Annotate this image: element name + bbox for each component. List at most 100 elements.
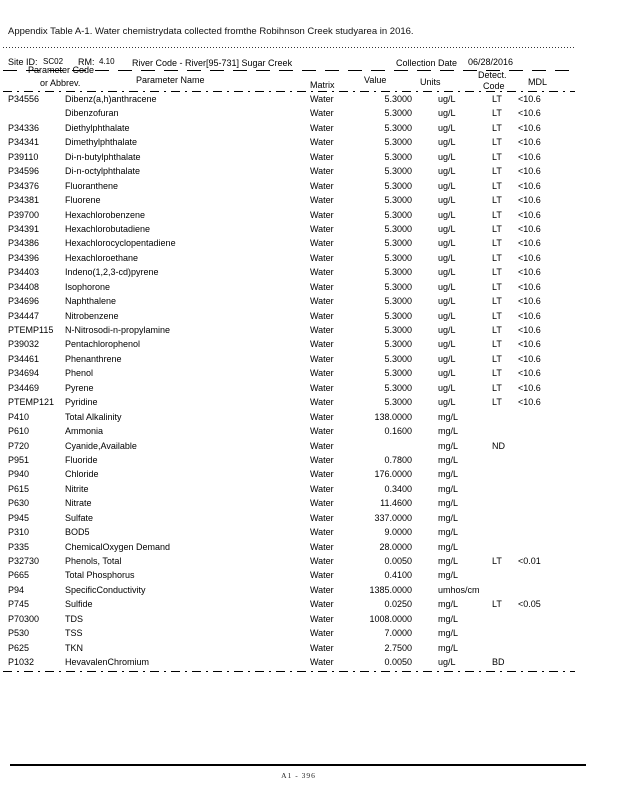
mdl-value: <10.6	[518, 166, 541, 177]
mdl-value: <10.6	[518, 238, 541, 249]
result-value	[362, 439, 412, 453]
units-value: ug/L	[438, 151, 456, 162]
column-header-or-abbrev: or Abbrev.	[40, 78, 81, 88]
matrix-value: Water	[310, 584, 334, 595]
detect-code	[488, 583, 516, 597]
footer-rule-line	[10, 764, 586, 766]
mdl-value	[516, 568, 576, 582]
parameter-name: ChemicalOxygen Demand	[65, 541, 171, 552]
result-value: 28.0000	[379, 541, 412, 552]
detect-code	[488, 496, 516, 510]
parameter-code: P745	[8, 599, 30, 610]
table-row: P34341 Dimethylphthalate Water 5.3000 ug…	[0, 135, 618, 149]
detect-code	[488, 467, 516, 481]
result-value: 9.0000	[384, 527, 412, 538]
detect-code: LT	[492, 137, 502, 148]
table-row: Dibenzofuran Water 5.3000 ug/L LT <10.6	[0, 106, 618, 120]
parameter-code: P34461	[8, 353, 40, 364]
detect-code: LT	[492, 195, 502, 206]
result-value: 5.3000	[384, 238, 412, 249]
detect-code	[488, 540, 516, 554]
table-bottom-line	[3, 671, 575, 672]
matrix-value: Water	[310, 180, 334, 191]
parameter-code: P34696	[8, 296, 40, 307]
result-value: 0.0050	[384, 657, 412, 668]
table-row: P34696 Naphthalene Water 5.3000 ug/L LT …	[0, 294, 618, 308]
table-row: PTEMP115 N-Nitrosodi-n-propylamine Water…	[0, 323, 618, 337]
result-value: 5.3000	[384, 223, 412, 234]
mdl-value: <10.6	[518, 195, 541, 206]
table-row: P34596 Di-n-octylphthalate Water 5.3000 …	[0, 164, 618, 178]
parameter-name: Di-n-octylphthalate	[65, 166, 141, 177]
result-value: 5.3000	[384, 368, 412, 379]
detect-code	[488, 626, 516, 640]
parameter-name: Dibenzofuran	[65, 108, 119, 119]
units-value: ug/L	[438, 94, 456, 104]
parameter-code: PTEMP121	[8, 397, 55, 408]
parameter-code: P34336	[8, 122, 40, 133]
units-value: mg/L	[438, 411, 459, 422]
header-dash-line	[3, 70, 575, 71]
result-value: 5.3000	[384, 267, 412, 278]
table-row: P625 TKN Water 2.7500 mg/L	[0, 641, 618, 655]
detect-code	[488, 612, 516, 626]
parameter-name: SpecificConductivity	[65, 584, 146, 595]
units-value: ug/L	[438, 397, 456, 408]
parameter-name: Diethylphthalate	[65, 122, 130, 133]
detect-code: LT	[492, 368, 502, 379]
column-header-parameter-name: Parameter Name	[136, 75, 205, 85]
mdl-value: <10.6	[518, 223, 541, 234]
result-value: 5.3000	[384, 281, 412, 292]
detect-code: LT	[492, 267, 502, 278]
matrix-value: Water	[310, 339, 334, 350]
detect-code: BD	[492, 657, 505, 668]
units-value: mg/L	[438, 483, 459, 494]
matrix-value: Water	[310, 325, 334, 335]
parameter-name: Naphthalene	[65, 296, 117, 307]
mdl-value	[516, 496, 576, 510]
result-value: 7.0000	[384, 628, 412, 639]
detect-code	[488, 568, 516, 582]
detect-code: LT	[492, 166, 502, 177]
detect-code: LT	[492, 209, 502, 220]
mdl-value: <10.6	[518, 368, 541, 379]
table-row: P630 Nitrate Water 11.4600 mg/L	[0, 496, 618, 510]
page-number: A1 - 396	[281, 771, 316, 780]
river-mile-value: 4.10	[99, 57, 115, 66]
detect-code: LT	[492, 238, 502, 249]
parameter-name: Di-n-butylphthalate	[65, 151, 141, 162]
parameter-code: P34376	[8, 180, 40, 191]
parameter-code: P34403	[8, 267, 40, 278]
parameter-code: PTEMP115	[8, 325, 54, 335]
parameter-code: P410	[8, 411, 30, 422]
parameter-name: TDS	[65, 613, 83, 624]
units-value: mg/L	[438, 426, 459, 437]
detect-code: LT	[492, 252, 502, 263]
column-header-detect-code: Code	[483, 81, 505, 91]
units-value: ug/L	[438, 382, 456, 393]
matrix-value: Water	[310, 541, 334, 552]
parameter-name: TKN	[65, 642, 83, 653]
result-value: 0.1600	[384, 426, 412, 437]
mdl-value: <10.6	[518, 94, 541, 104]
matrix-value: Water	[310, 122, 334, 133]
parameter-code: P94	[8, 584, 25, 595]
matrix-value: Water	[310, 238, 334, 249]
result-value: 0.4100	[384, 570, 412, 581]
matrix-value: Water	[310, 281, 334, 292]
parameter-code: P34596	[8, 166, 40, 177]
mdl-value	[516, 453, 576, 467]
parameter-code: P34556	[8, 94, 40, 104]
units-value: ug/L	[438, 122, 456, 133]
parameter-code: P1032	[8, 657, 35, 668]
mdl-value: <10.6	[518, 310, 541, 321]
matrix-value: Water	[310, 628, 334, 639]
matrix-value: Water	[310, 353, 334, 364]
table-row: P70300 TDS Water 1008.0000 mg/L	[0, 612, 618, 626]
detect-code	[488, 482, 516, 496]
parameter-name: Isophorone	[65, 281, 111, 292]
parameter-name: Fluoride	[65, 454, 98, 465]
column-header-value: Value	[364, 75, 387, 85]
title-separator-line	[3, 47, 575, 49]
mdl-value	[516, 424, 576, 438]
